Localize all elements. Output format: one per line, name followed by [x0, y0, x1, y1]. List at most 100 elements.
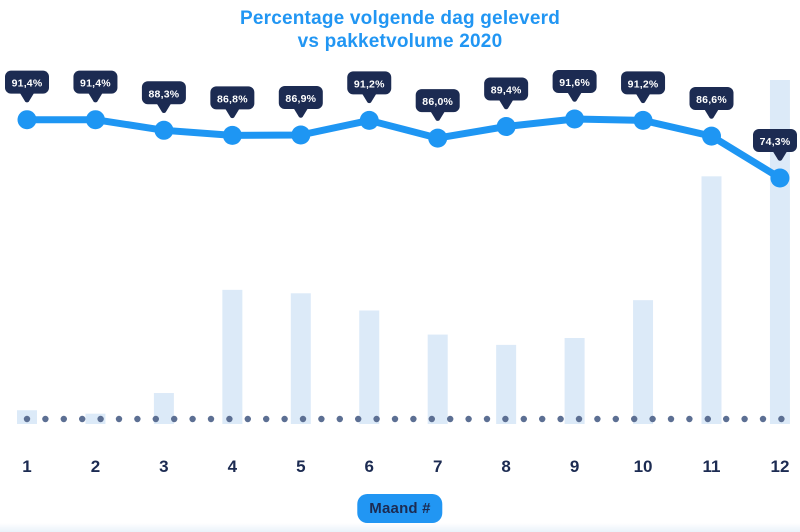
- tooltip-pointer: [362, 93, 377, 104]
- tooltip-value: 91,6%: [559, 77, 590, 89]
- chart-title: Percentage volgende dag geleverd vs pakk…: [0, 7, 800, 53]
- tooltip-value: 91,4%: [80, 78, 111, 90]
- baseline-dot: [428, 415, 435, 423]
- baseline-dot: [355, 415, 362, 423]
- tooltip-bubble: [5, 70, 49, 94]
- data-point: [428, 128, 448, 148]
- baseline-dot: [336, 415, 343, 423]
- x-axis-tick: 1: [22, 457, 31, 476]
- data-point: [496, 117, 516, 136]
- chart-title-line1: Percentage volgende dag geleverd: [239, 8, 560, 29]
- tooltip-pointer: [293, 108, 308, 118]
- tooltip-value: 91,4%: [12, 78, 43, 90]
- tooltip-pointer: [772, 151, 787, 161]
- baseline-dot: [79, 415, 86, 423]
- volume-bar: [769, 80, 790, 424]
- value-tooltip: 86,6%: [689, 87, 734, 119]
- baseline-dot: [281, 415, 288, 423]
- baseline-dot: [60, 415, 67, 423]
- volume-bar: [496, 344, 517, 424]
- tooltip-value: 89,4%: [491, 85, 522, 97]
- baseline-dot: [667, 415, 675, 423]
- baseline-dot: [483, 415, 491, 423]
- tooltip-value: 86,8%: [217, 93, 248, 105]
- value-tooltip: 91,4%: [73, 70, 118, 103]
- tooltip-bubble: [278, 86, 323, 110]
- value-tooltip: 89,4%: [484, 77, 529, 110]
- baseline-dot: [189, 415, 196, 423]
- tooltip-value: 86,6%: [696, 94, 727, 106]
- baseline-dot: [171, 415, 178, 423]
- data-point: [154, 120, 174, 140]
- value-tooltip: 91,6%: [552, 70, 597, 102]
- data-point: [359, 110, 379, 130]
- value-tooltip: 88,3%: [141, 81, 186, 114]
- baseline-dot: [557, 415, 564, 423]
- baseline-dot: [447, 415, 454, 423]
- tooltip-pointer: [704, 109, 719, 119]
- volume-bar: [701, 176, 722, 424]
- tooltip-bubble: [415, 89, 460, 113]
- baseline-dot: [410, 415, 417, 423]
- bottom-fade: [0, 523, 800, 532]
- x-axis-tick: 7: [433, 457, 442, 476]
- baseline-dot: [520, 415, 527, 423]
- baseline-dot: [152, 415, 159, 423]
- baseline-dot: [263, 415, 270, 423]
- baseline-dot: [465, 415, 472, 423]
- tooltip-bubble: [73, 70, 118, 94]
- chart-title-line2: vs pakketvolume 2020: [297, 31, 503, 52]
- tooltip-pointer: [156, 103, 171, 114]
- baseline-dot: [226, 415, 233, 423]
- volume-bar: [153, 393, 174, 424]
- baseline-dot: [539, 415, 546, 423]
- tooltip-value: 91,2%: [354, 78, 385, 90]
- x-axis-tick: 9: [570, 457, 579, 476]
- baseline-dot: [502, 415, 509, 423]
- tooltip-pointer: [567, 92, 582, 102]
- baseline-dot: [575, 415, 583, 423]
- baseline-dot: [373, 415, 380, 423]
- tooltip-bubble: [753, 128, 797, 152]
- x-axis-tick: 3: [159, 457, 168, 476]
- data-point: [17, 110, 37, 130]
- baseline-dot: [207, 415, 215, 423]
- volume-bar: [85, 413, 106, 424]
- tooltip-value: 86,0%: [422, 96, 453, 108]
- baseline-dot: [594, 415, 601, 423]
- data-point: [565, 109, 585, 129]
- baseline-dot: [723, 415, 730, 423]
- x-axis-tick: 12: [770, 457, 789, 476]
- volume-bar: [564, 338, 585, 424]
- x-axis-tick: 6: [365, 457, 374, 476]
- baseline-dot: [23, 415, 31, 423]
- tooltip-bubble: [210, 86, 255, 110]
- tooltip-bubble: [484, 77, 529, 101]
- data-point: [85, 110, 105, 130]
- x-axis-title: Maand #: [369, 500, 431, 517]
- value-tooltip: 74,3%: [753, 128, 797, 161]
- x-axis-tick: 11: [703, 457, 721, 476]
- volume-bar: [633, 300, 654, 424]
- tooltip-pointer: [88, 93, 103, 103]
- baseline-dot: [741, 415, 748, 423]
- tooltip-value: 74,3%: [760, 136, 791, 148]
- baseline-dot: [686, 415, 693, 423]
- volume-bar: [427, 334, 448, 424]
- value-tooltip: 86,0%: [415, 89, 460, 121]
- volume-bar: [222, 289, 243, 424]
- tooltip-pointer: [225, 108, 240, 119]
- baseline-dot: [97, 415, 104, 423]
- tooltip-bubble: [689, 87, 734, 111]
- tooltip-value: 88,3%: [149, 88, 180, 100]
- baseline-dot: [115, 415, 123, 423]
- x-axis-tick: 2: [91, 457, 100, 476]
- baseline-dot: [244, 415, 251, 423]
- x-axis-tick: 5: [296, 457, 305, 476]
- x-axis-tick: 8: [501, 457, 510, 476]
- value-tooltip: 91,4%: [5, 70, 49, 103]
- tooltip-bubble: [621, 71, 666, 95]
- tooltip-value: 86,9%: [285, 93, 316, 105]
- baseline-dot: [612, 415, 619, 423]
